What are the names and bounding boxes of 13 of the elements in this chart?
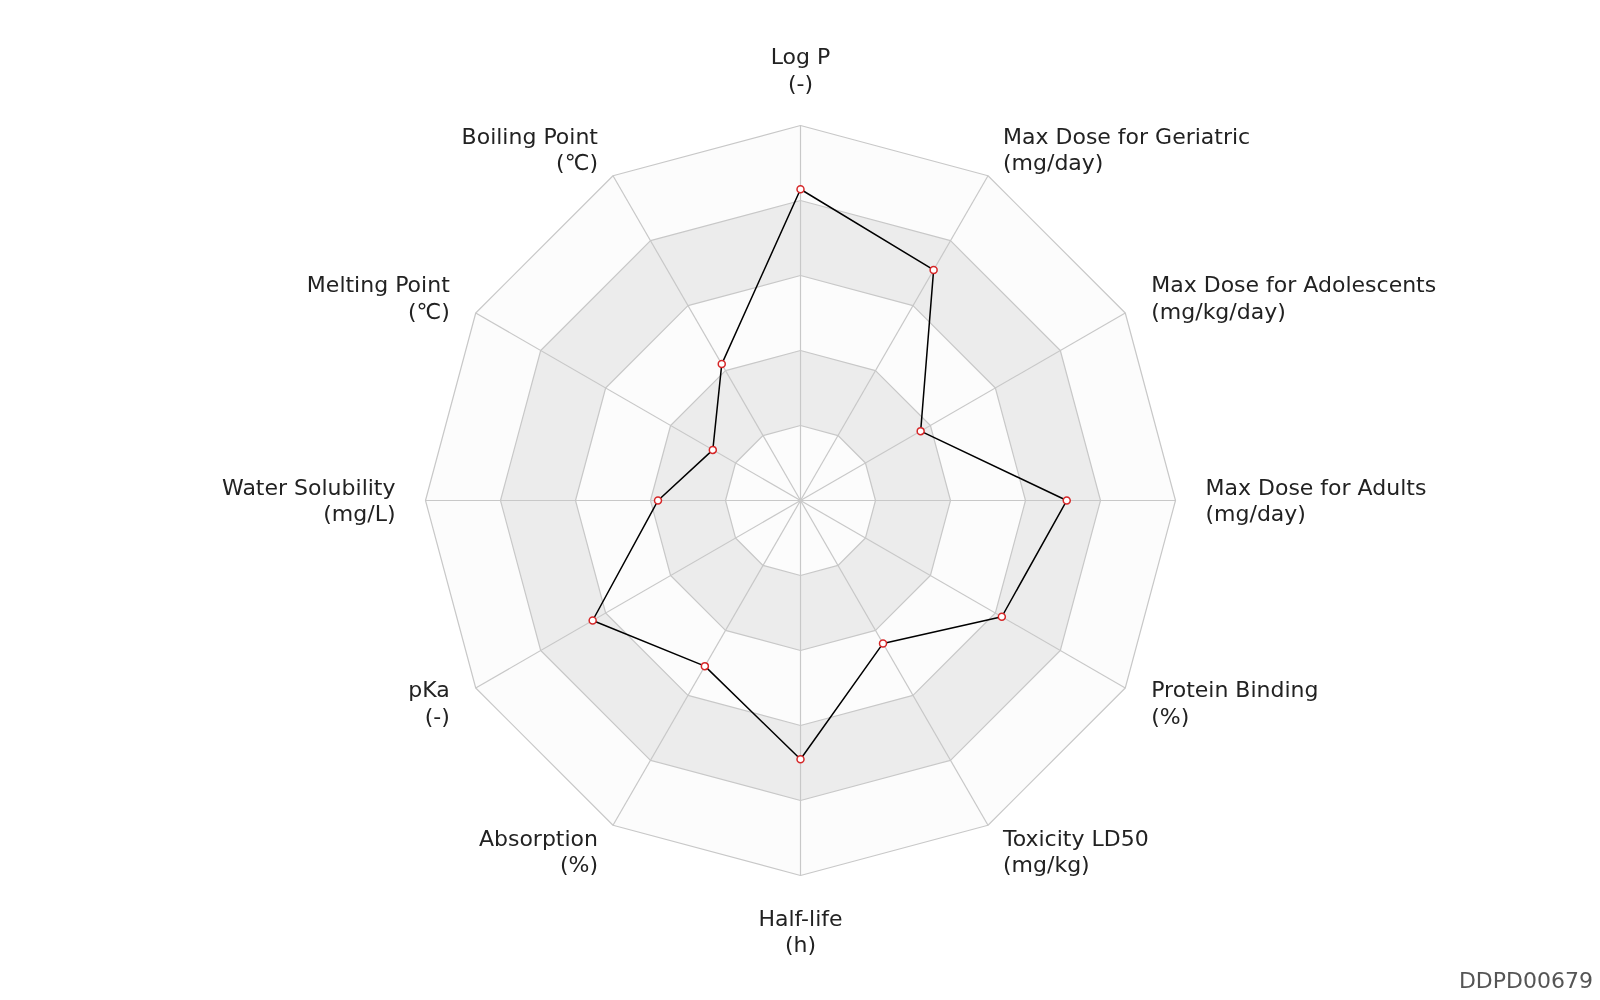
spoke-label: Water Solubility (mg/L)	[222, 474, 396, 527]
spoke-label: Toxicity LD50 (mg/kg)	[1002, 825, 1149, 877]
spoke-label: Boiling Point (℃)	[461, 124, 599, 176]
spoke-label: Half-life (h)	[758, 905, 843, 957]
spoke-label: Log P (-)	[770, 44, 831, 96]
spoke-label: Max Dose for Geriatric (mg/day)	[1003, 124, 1251, 176]
spoke-label: Melting Point (℃)	[306, 272, 451, 324]
spoke-label: Max Dose for Adolescents (mg/kg/day)	[1151, 272, 1437, 324]
spoke-label: Max Dose for Adults (mg/day)	[1205, 474, 1427, 527]
spoke-label: Absorption (%)	[478, 825, 599, 877]
text: DDPD00679	[1458, 968, 1593, 993]
spoke-label: pKa (-)	[408, 677, 450, 729]
spoke-label: Protein Binding (%)	[1151, 677, 1319, 729]
